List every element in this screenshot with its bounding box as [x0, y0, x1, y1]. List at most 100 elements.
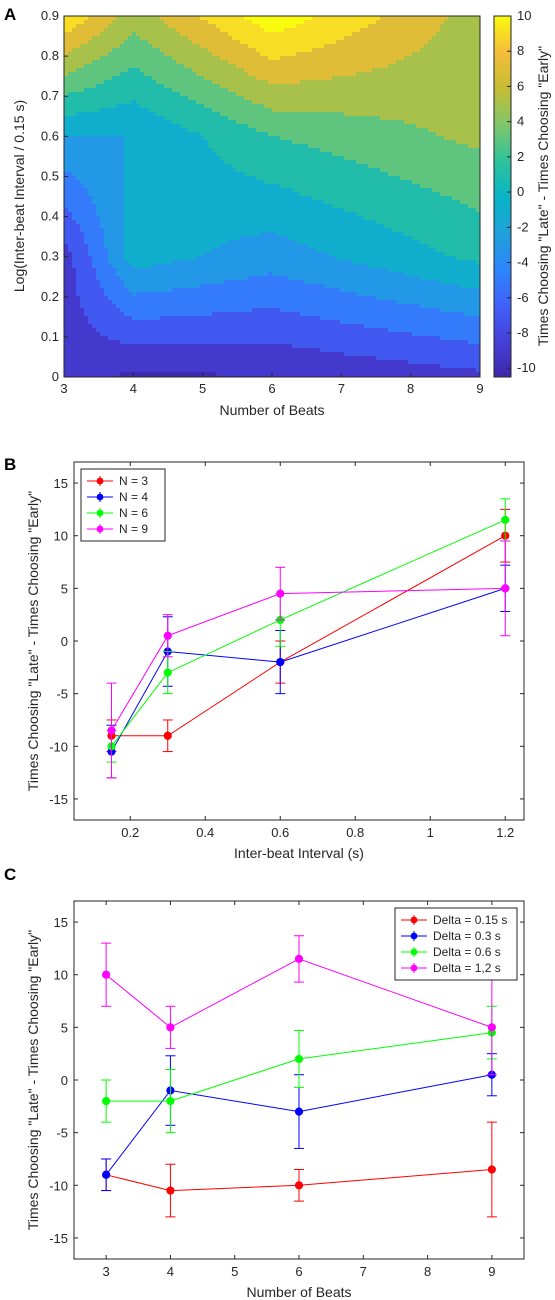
contour-cell [348, 204, 352, 208]
contour-cell [104, 84, 108, 88]
contour-cell [280, 32, 284, 36]
contour-cell [444, 52, 448, 56]
contour-cell [144, 176, 148, 180]
contour-cell [300, 112, 304, 116]
contour-cell [192, 196, 196, 200]
contour-cell [384, 104, 388, 108]
contour-cell [416, 96, 420, 100]
contour-cell [224, 148, 228, 152]
contour-cell [364, 36, 368, 40]
contour-cell [300, 44, 304, 48]
contour-cell [348, 148, 352, 152]
contour-cell [220, 92, 224, 96]
contour-cell [368, 16, 372, 20]
contour-cell [356, 132, 360, 136]
contour-cell [264, 140, 268, 144]
contour-cell [356, 48, 360, 52]
contour-cell [372, 180, 376, 184]
contour-cell [460, 136, 464, 140]
contour-cell [100, 96, 104, 100]
contour-cell [464, 52, 468, 56]
contour-cell [432, 36, 436, 40]
contour-cell [80, 76, 84, 80]
contour-cell [376, 64, 380, 68]
contour-cell [460, 24, 464, 28]
contour-cell [200, 168, 204, 172]
contour-cell [112, 52, 116, 56]
contour-cell [304, 112, 308, 116]
contour-cell [112, 40, 116, 44]
contour-cell [304, 36, 308, 40]
contour-cell [380, 120, 384, 124]
contour-cell [388, 124, 392, 128]
contour-cell [308, 84, 312, 88]
contour-cell [264, 16, 268, 20]
contour-cell [240, 72, 244, 76]
contour-cell [88, 60, 92, 64]
contour-cell [92, 36, 96, 40]
contour-cell [400, 172, 404, 176]
contour-cell [408, 112, 412, 116]
contour-cell [180, 188, 184, 192]
contour-cell [236, 160, 240, 164]
contour-cell [276, 24, 280, 28]
contour-cell [320, 144, 324, 148]
contour-cell [440, 200, 444, 204]
contour-cell [328, 56, 332, 60]
contour-cell [316, 192, 320, 196]
contour-cell [148, 92, 152, 96]
contour-cell [404, 64, 408, 68]
contour-cell [68, 172, 72, 176]
contour-cell [432, 52, 436, 56]
contour-cell [472, 188, 476, 192]
contour-cell [212, 36, 216, 40]
contour-cell [260, 156, 264, 160]
contour-cell [224, 32, 228, 36]
contour-cell [392, 164, 396, 168]
contour-cell [472, 96, 476, 100]
contour-cell [224, 76, 228, 80]
contour-cell [312, 84, 316, 88]
contour-cell [204, 144, 208, 148]
contour-cell [356, 36, 360, 40]
contour-cell [280, 104, 284, 108]
contour-cell [152, 112, 156, 116]
contour-cell [156, 28, 160, 32]
contour-cell [400, 124, 404, 128]
contour-cell [464, 192, 468, 196]
contour-cell [456, 104, 460, 108]
contour-cell [252, 164, 256, 168]
contour-cell [400, 192, 404, 196]
contour-cell [228, 108, 232, 112]
contour-cell [164, 192, 168, 196]
contour-cell [120, 192, 124, 196]
contour-cell [400, 104, 404, 108]
contour-cell [320, 148, 324, 152]
contour-cell [400, 56, 404, 60]
contour-cell [380, 148, 384, 152]
contour-cell [180, 88, 184, 92]
contour-cell [408, 160, 412, 164]
contour-cell [136, 104, 140, 108]
contour-cell [368, 44, 372, 48]
contour-cell [148, 52, 152, 56]
contour-cell [340, 124, 344, 128]
contour-cell [324, 192, 328, 196]
contour-cell [240, 144, 244, 148]
contour-cell [84, 44, 88, 48]
contour-cell [92, 196, 96, 200]
contour-cell [172, 140, 176, 144]
contour-cell [468, 112, 472, 116]
contour-cell [256, 32, 260, 36]
contour-cell [132, 104, 136, 108]
contour-cell [420, 184, 424, 188]
contour-cell [412, 56, 416, 60]
contour-cell [288, 56, 292, 60]
contour-cell [68, 68, 72, 72]
contour-cell [376, 132, 380, 136]
contour-cell [196, 48, 200, 52]
contour-cell [72, 92, 76, 96]
contour-cell [276, 168, 280, 172]
contour-cell [152, 200, 156, 204]
contour-cell [144, 156, 148, 160]
